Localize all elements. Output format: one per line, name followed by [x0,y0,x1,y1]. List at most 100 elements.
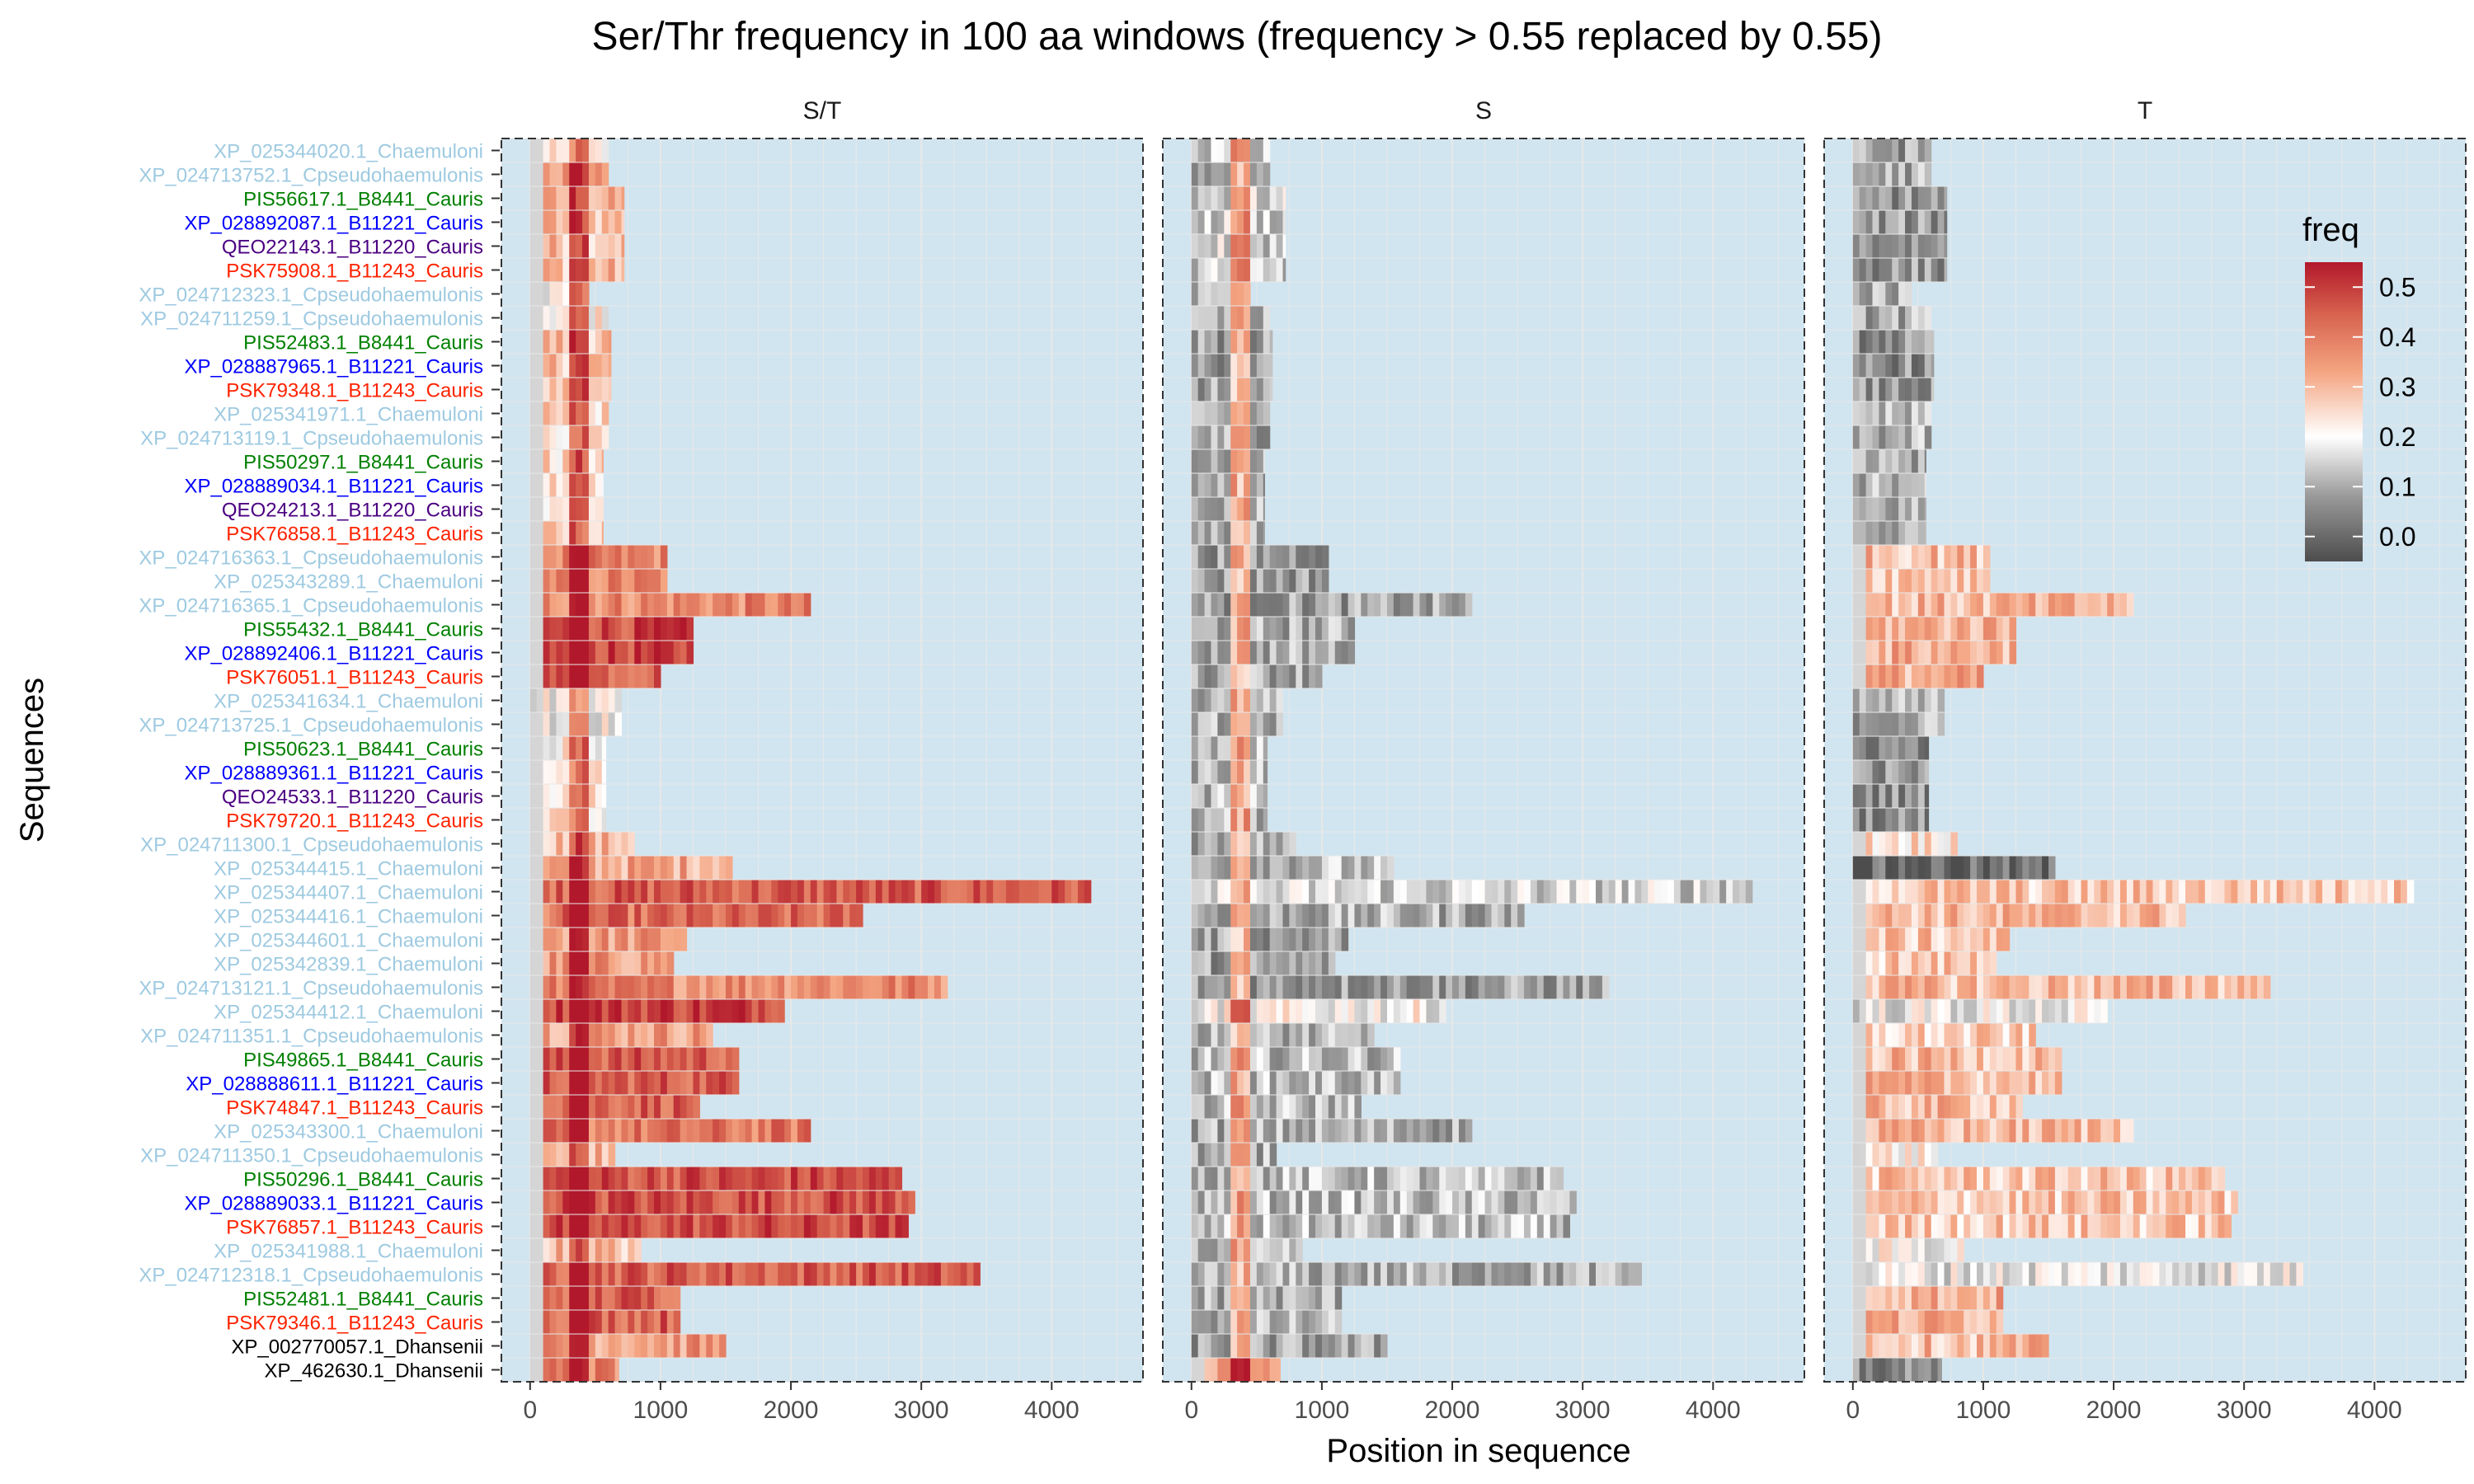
heat-cell [1879,1023,1886,1047]
heat-cell [706,1167,713,1190]
heat-cell [999,880,1007,904]
heat-cell [601,1095,609,1119]
heat-cell [2042,1047,2049,1071]
heat-cell [1970,1119,1978,1143]
sequence-label: XP_024712318.1_Cpseudohaemulonis [139,1265,483,1287]
heat-cell [2139,880,2147,904]
heat-cell [1950,1334,1958,1358]
heat-cell [608,1358,616,1382]
heat-cell [699,1262,707,1286]
heat-cell [693,856,700,880]
heat-cell [1341,856,1349,880]
heat-cell [1872,856,1880,880]
heat-cell [576,641,583,665]
heat-cell [1197,473,1206,497]
heat-cell [1256,234,1264,258]
heat-cell [562,378,570,402]
heat-cell [2048,1190,2056,1214]
heat-cell [1289,928,1296,951]
heat-cell [1197,378,1206,402]
heat-cell [582,330,590,354]
heat-cell [1957,593,1964,617]
heat-cell [1321,1310,1329,1334]
heat-cell [1595,880,1603,904]
heat-cell [1964,569,1971,593]
heat-cell [1917,832,1926,856]
heat-cell [1885,784,1893,808]
heat-cell [1745,880,1753,904]
heat-cell [1244,162,1251,186]
heat-cell [1406,593,1414,617]
heat-cell [529,760,538,784]
heat-cell [1924,1214,1932,1238]
heat-cell [2009,1095,2017,1119]
heat-cell [673,928,681,951]
heat-cell [1348,1214,1356,1238]
heat-cell [1872,665,1880,688]
heat-cell [1852,975,1860,999]
legend-tick-label: 0.3 [2379,372,2415,402]
heat-cell [843,904,850,928]
heat-cell [1386,1071,1395,1095]
heat-cell [1996,641,2004,665]
heat-cell [1393,1167,1401,1190]
heat-cell [614,545,623,569]
heat-cell [1628,880,1636,904]
heat-cell [576,951,583,975]
heat-cell [1289,880,1296,904]
heat-cell [967,880,975,904]
heat-cell [2087,999,2095,1023]
heat-cell [1217,521,1225,545]
heat-cell [1413,904,1421,928]
heat-cell [1374,1047,1381,1071]
heat-cell [1852,1190,1860,1214]
heat-cell [693,1095,700,1119]
heat-cell [693,1119,700,1143]
heat-cell [1230,593,1238,617]
heat-cell [2009,1167,2017,1190]
heat-cell [940,1262,948,1286]
heat-cell [738,1167,746,1190]
heat-cell [1263,402,1271,425]
heat-cell [967,1262,975,1286]
heat-cell [1315,1262,1323,1286]
heat-cell [543,1286,551,1310]
sequence-label: PSK76051.1_B11243_Cauris [226,667,483,689]
heat-cell [1197,712,1206,736]
heat-cell [1977,1262,1984,1286]
heat-cell [1374,1119,1381,1143]
heat-cell [1944,1310,1951,1334]
heat-cell [1931,688,1939,712]
heat-cell [1872,1167,1880,1190]
heat-cell [908,1190,915,1214]
heat-cell [2002,1167,2011,1190]
heat-cell [2218,1262,2226,1286]
heat-cell [1898,402,1906,425]
heat-cell [901,1262,909,1286]
heat-cell [856,1214,863,1238]
heat-cell [2159,975,2166,999]
heat-cell [1524,1262,1531,1286]
heat-cell [1917,1262,1926,1286]
heat-cell [2035,1190,2043,1214]
heat-cell [1937,234,1945,258]
heat-cell [1237,282,1244,306]
heat-cell [1244,521,1251,545]
heat-cell [1924,497,1926,521]
heat-cell [1865,402,1874,425]
heat-cell [1289,1047,1296,1071]
heat-cell [1244,1334,1251,1358]
heat-cell [1879,139,1886,162]
heat-cell [2042,1167,2049,1190]
heat-cell [2191,1214,2199,1238]
heat-cell [1924,569,1932,593]
heat-cell [1230,999,1238,1023]
heat-cell [2029,1023,2036,1047]
heat-cell [654,1167,661,1190]
heat-cell [1282,234,1286,258]
heat-cell [1380,1190,1388,1214]
heat-cell [1197,210,1206,234]
heat-cell [2042,880,2049,904]
heat-cell [1230,760,1238,784]
heat-cell [1452,975,1460,999]
